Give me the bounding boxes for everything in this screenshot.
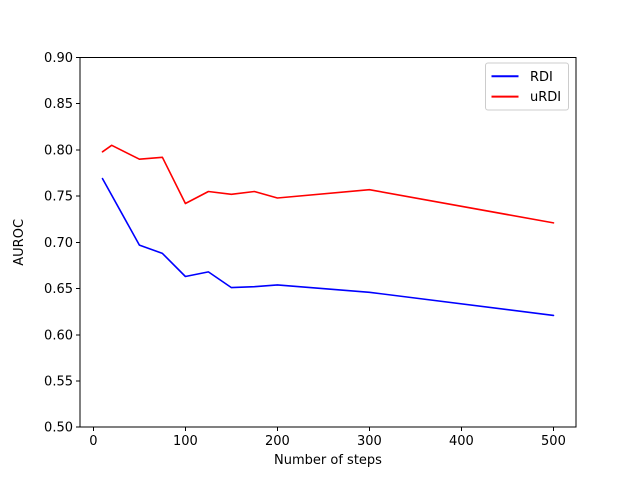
y-tick-label: 0.70 [44,236,73,251]
plot-area [79,57,577,428]
y-axis-title: AUROC [12,219,27,266]
x-axis-title: Number of steps [274,453,382,468]
x-tick-label: 100 [173,434,198,449]
legend-label-urdi: uRDI [530,90,561,105]
legend-label-rdi: RDI [530,70,553,85]
y-tick-label: 0.65 [44,282,73,297]
x-tick-label: 500 [541,434,566,449]
x-tick-label: 300 [357,434,382,449]
series-line-urdi [101,144,555,224]
legend-box [485,62,569,111]
y-tick-label: 0.50 [44,421,73,436]
y-tick-label: 0.85 [44,97,73,112]
x-tick-label: 200 [265,434,290,449]
y-tick-label: 0.55 [44,374,73,389]
series-line-rdi [101,177,555,317]
x-tick-label: 400 [449,434,474,449]
y-tick-label: 0.60 [44,328,73,343]
y-tick-label: 0.80 [44,143,73,158]
y-tick-label: 0.75 [44,190,73,205]
x-tick-label: 0 [89,434,97,449]
y-tick-label: 0.90 [44,51,73,66]
